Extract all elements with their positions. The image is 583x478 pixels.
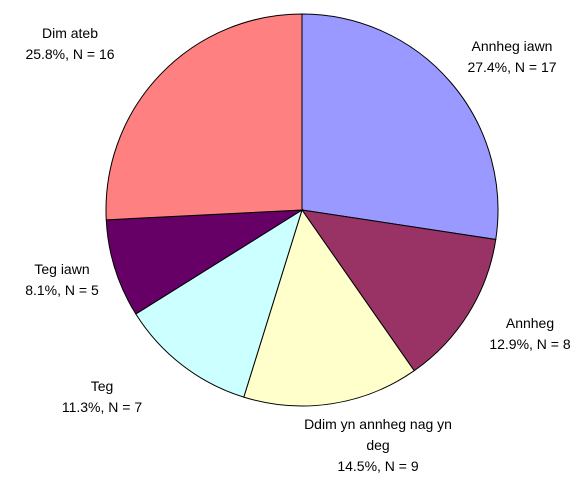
- category-label: Dim ateb: [41, 25, 99, 41]
- value-label: 27.4%, N = 17: [467, 59, 557, 75]
- value-label: 12.9%, N = 8: [489, 336, 571, 352]
- pie-slice: [243, 208, 415, 407]
- pie-slice: [105, 209, 304, 315]
- slice-label: Teg iawn 8.1%, N = 5: [7, 259, 117, 301]
- slice-label: Dim ateb 25.8%, N = 16: [5, 23, 135, 65]
- pie-slice: [105, 13, 303, 221]
- category-label: Annheg iawn: [471, 38, 553, 54]
- slice-label: Annheg 12.9%, N = 8: [475, 313, 583, 355]
- value-label: 25.8%, N = 16: [25, 46, 115, 62]
- category-label: Ddim yn annheg nag yn deg: [304, 416, 452, 453]
- value-label: 14.5%, N = 9: [337, 458, 419, 474]
- value-label: 8.1%, N = 5: [25, 282, 99, 298]
- pie-slice: [135, 208, 303, 398]
- slice-label: Teg 11.3%, N = 7: [47, 376, 157, 418]
- slice-label: Ddim yn annheg nag yn deg 14.5%, N = 9: [291, 414, 466, 477]
- category-label: Teg iawn: [34, 261, 90, 277]
- slice-label: Annheg iawn 27.4%, N = 17: [442, 36, 582, 78]
- pie-slice: [300, 209, 497, 372]
- category-label: Annheg: [505, 315, 555, 331]
- pie-slice: [301, 13, 499, 241]
- category-label: Teg: [90, 378, 114, 394]
- value-label: 11.3%, N = 7: [61, 399, 143, 415]
